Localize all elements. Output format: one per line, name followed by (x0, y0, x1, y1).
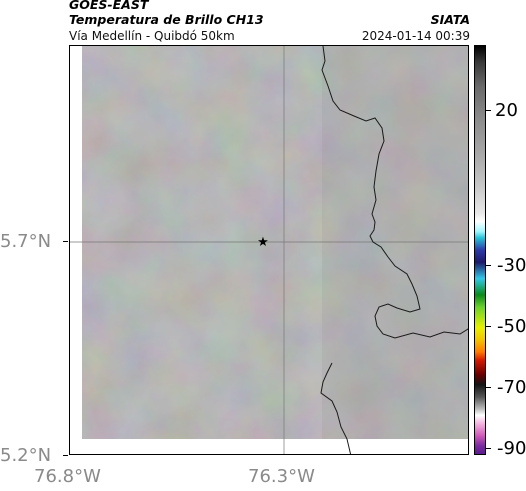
department-boundary (321, 46, 468, 339)
colorbar-tick (486, 265, 491, 266)
colorbar-tick (486, 326, 491, 327)
lat-label: 5.7°N (0, 231, 52, 252)
colorbar-tick (486, 448, 491, 449)
timestamp-label: 2024-01-14 00:39 (361, 29, 470, 43)
lon-label: 76.8°W (34, 466, 101, 487)
colorbar-label: -70 (497, 377, 526, 398)
lon-label: 76.3°W (248, 466, 315, 487)
lat-tick (63, 455, 68, 456)
star-icon: ★ (257, 235, 269, 250)
lat-tick (63, 241, 68, 242)
map-panel[interactable]: ★ (69, 45, 469, 455)
colorbar-tick (486, 387, 491, 388)
colorbar-label: 20 (495, 100, 518, 121)
eastern-lighter-area (322, 46, 468, 439)
cloud-texture (82, 46, 468, 439)
region-label: Vía Medellín - Quibdó 50km (69, 29, 235, 43)
brightness-temperature-map: ★ (70, 46, 468, 454)
colorbar-tick (486, 110, 491, 111)
colorbar-label: -30 (497, 255, 526, 276)
department-boundary-south (320, 362, 352, 454)
lat-label: 5.2°N (0, 445, 52, 466)
source-label: SIATA (430, 12, 470, 27)
product-title: Temperatura de Brillo CH13 (69, 12, 264, 27)
colorbar (474, 45, 486, 455)
satellite-title: GOES-EAST (69, 0, 149, 12)
colorbar-label: -90 (497, 438, 526, 459)
colorbar-label: -50 (497, 316, 526, 337)
